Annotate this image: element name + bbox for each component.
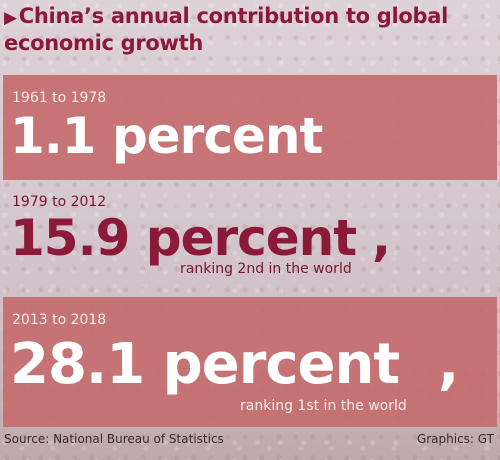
period-label-2: 1979 to 2012 <box>12 194 107 210</box>
source-note: Source: National Bureau of Statistics <box>4 432 224 446</box>
rank-label-2: ranking 2nd in the world <box>180 261 352 277</box>
rank-label-3: ranking 1st in the world <box>240 398 407 414</box>
comma-3: , <box>438 332 459 397</box>
value-1: 1.1 percent <box>10 107 323 165</box>
triangle-arrow-icon: ▶ <box>4 8 17 28</box>
band-1961-1978 <box>3 75 497 180</box>
value-2: 15.9 percent <box>10 209 357 267</box>
title-line-2: economic growth <box>4 31 204 55</box>
period-label-1: 1961 to 1978 <box>12 90 107 106</box>
infographic-title: ▶China’s annual contribution to global e… <box>4 4 496 56</box>
graphics-credit: Graphics: GT <box>416 432 494 446</box>
value-3: 28.1 percent <box>10 332 400 397</box>
band-2013-2018 <box>3 297 497 427</box>
title-line-1: China’s annual contribution to global <box>18 4 449 28</box>
comma-2: , <box>372 209 391 267</box>
period-label-3: 2013 to 2018 <box>12 312 107 328</box>
